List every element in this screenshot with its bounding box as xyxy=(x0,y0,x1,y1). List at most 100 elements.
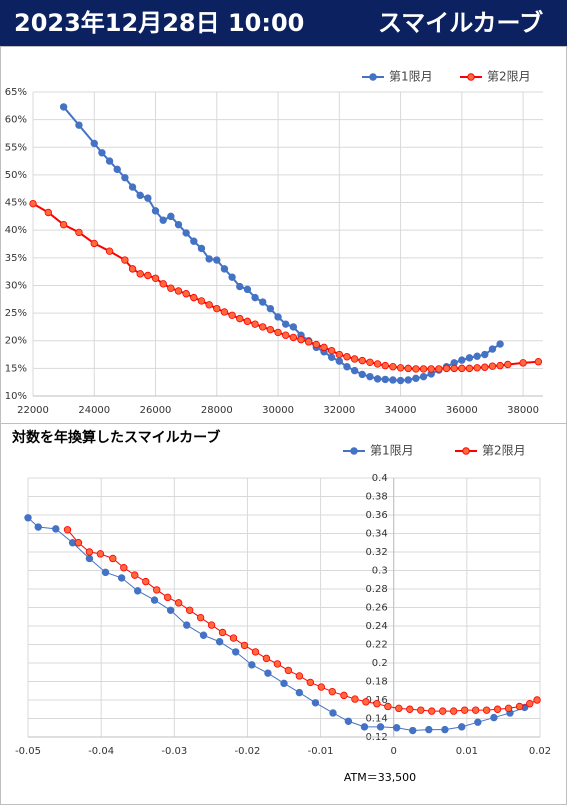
x-tick-label: -0.01 xyxy=(308,746,334,757)
data-point xyxy=(304,338,313,346)
data-point xyxy=(144,271,152,280)
data-point xyxy=(419,365,428,373)
y-tick-label: 0.34 xyxy=(365,529,387,540)
data-point xyxy=(362,698,370,706)
y-tick-label: 0.4 xyxy=(372,473,388,484)
data-point xyxy=(482,706,491,714)
data-point xyxy=(381,361,389,370)
chart-title: 対数を年換算したスマイルカーブ xyxy=(11,429,220,446)
data-point xyxy=(251,293,259,302)
data-point xyxy=(373,375,382,383)
x-tick-label: 36000 xyxy=(446,405,478,416)
y-tick-label: 20% xyxy=(5,336,27,347)
data-point xyxy=(151,207,160,215)
data-point xyxy=(481,363,489,371)
data-point xyxy=(220,308,229,316)
y-tick-label: 40% xyxy=(5,225,27,236)
y-tick-label: 10% xyxy=(5,391,27,402)
data-point xyxy=(396,364,405,372)
data-point xyxy=(182,290,190,298)
x-tick-label: 0.01 xyxy=(456,746,478,757)
data-point xyxy=(327,346,336,355)
data-point xyxy=(289,333,298,342)
data-point xyxy=(196,613,205,622)
data-point xyxy=(229,634,238,642)
data-point xyxy=(458,364,466,373)
data-point xyxy=(471,706,480,714)
data-point xyxy=(350,366,359,375)
y-tick-label: 15% xyxy=(5,363,27,374)
data-point xyxy=(395,704,403,713)
data-point xyxy=(131,571,139,579)
data-point xyxy=(481,350,489,359)
data-point xyxy=(504,360,512,369)
data-point xyxy=(98,149,106,157)
data-point xyxy=(473,352,481,360)
data-point xyxy=(351,695,359,703)
data-point xyxy=(105,247,114,255)
data-point xyxy=(259,298,267,306)
data-point xyxy=(259,323,267,331)
data-point xyxy=(197,297,206,305)
data-point xyxy=(449,707,458,715)
data-point xyxy=(335,350,344,359)
data-point xyxy=(85,554,94,563)
data-point xyxy=(465,354,474,362)
series-line xyxy=(32,202,539,370)
data-point xyxy=(34,523,42,531)
x-tick-label: 24000 xyxy=(78,405,110,416)
y-tick-label: 0.26 xyxy=(365,603,387,614)
legend-label: 第1限月 xyxy=(389,70,433,84)
x-tick-label: -0.03 xyxy=(161,746,187,757)
data-point xyxy=(504,704,513,713)
x-tick-label: 26000 xyxy=(140,405,172,416)
data-point xyxy=(199,631,208,639)
data-point xyxy=(439,707,447,715)
y-tick-label: 45% xyxy=(5,198,27,209)
data-point xyxy=(344,717,353,725)
data-point xyxy=(105,157,114,165)
data-point xyxy=(159,280,167,288)
data-point xyxy=(205,301,213,309)
data-point xyxy=(534,358,543,366)
legend-marker xyxy=(369,73,377,81)
data-point xyxy=(328,687,336,696)
series-line xyxy=(62,106,501,382)
data-point xyxy=(190,237,198,245)
data-point xyxy=(425,725,433,734)
data-point xyxy=(153,586,161,594)
data-point xyxy=(262,654,271,663)
data-point xyxy=(412,374,420,383)
data-point xyxy=(404,364,412,373)
y-tick-label: 0.14 xyxy=(365,714,387,725)
data-point xyxy=(90,239,98,248)
data-point xyxy=(273,660,282,668)
x-tick-label: 28000 xyxy=(201,405,233,416)
data-point xyxy=(435,365,443,373)
data-point xyxy=(251,320,259,328)
data-point xyxy=(197,244,206,253)
data-point xyxy=(59,103,68,111)
data-point xyxy=(167,212,175,221)
y-tick-label: 0.22 xyxy=(365,640,387,651)
data-point xyxy=(159,216,167,224)
data-point xyxy=(166,606,175,614)
data-point xyxy=(264,669,272,677)
data-point xyxy=(228,273,236,281)
data-point xyxy=(113,165,121,174)
data-point xyxy=(174,220,183,229)
data-point xyxy=(120,564,128,572)
data-point xyxy=(335,357,344,365)
data-point xyxy=(419,372,428,381)
y-tick-label: 0.36 xyxy=(365,510,387,521)
data-point xyxy=(182,229,190,237)
data-point xyxy=(295,672,304,680)
data-point xyxy=(297,335,305,344)
chart-frame xyxy=(0,423,567,805)
data-point xyxy=(63,526,72,534)
data-point xyxy=(75,228,83,237)
data-point xyxy=(52,525,60,533)
y-tick-label: 30% xyxy=(5,280,27,291)
x-tick-label: 0.02 xyxy=(529,746,551,757)
data-point xyxy=(24,514,32,522)
